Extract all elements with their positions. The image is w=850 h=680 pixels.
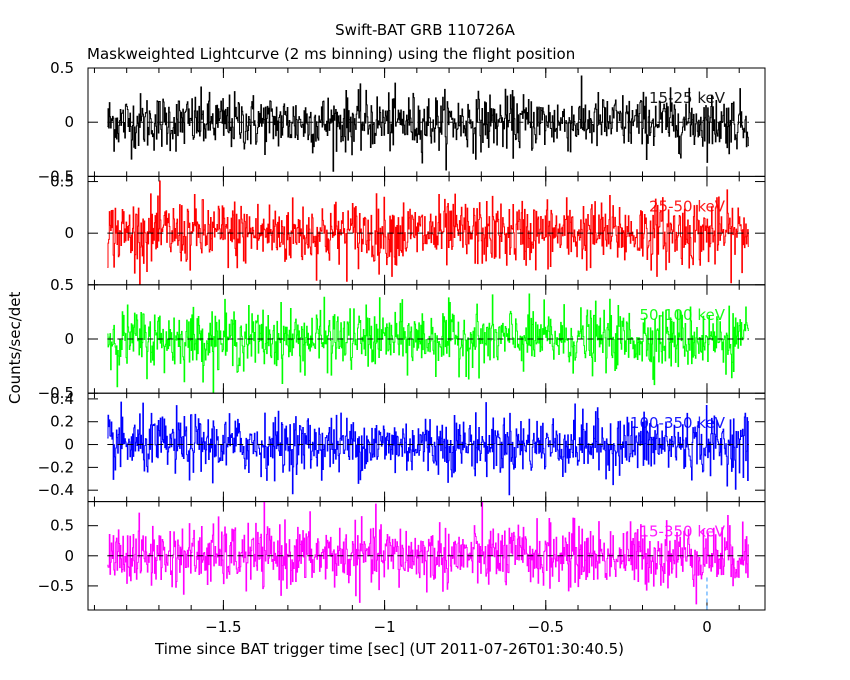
y-tick-label: 0.4 bbox=[50, 390, 74, 408]
series-15-350-kev bbox=[107, 501, 749, 605]
y-tick-label: 0.5 bbox=[50, 517, 74, 535]
y-tick-label: 0.5 bbox=[50, 59, 74, 77]
y-tick-label: 0 bbox=[64, 436, 74, 454]
chart-title: Swift-BAT GRB 110726A bbox=[335, 21, 515, 39]
y-tick-label: 0.5 bbox=[50, 276, 74, 294]
x-tick-label: −1 bbox=[374, 618, 396, 636]
y-tick-label: −0.5 bbox=[38, 167, 74, 185]
x-tick-label: −1.5 bbox=[205, 618, 241, 636]
chart-subtitle: Maskweighted Lightcurve (2 ms binning) u… bbox=[87, 45, 576, 63]
y-tick-label: 0 bbox=[64, 113, 74, 131]
y-tick-label: 0.2 bbox=[50, 413, 74, 431]
series-50-100-kev bbox=[107, 293, 749, 394]
y-tick-label: −0.5 bbox=[38, 577, 74, 595]
y-tick-label: −0.5 bbox=[38, 384, 74, 402]
panel-label: 100-350 keV bbox=[630, 414, 726, 432]
panel-label: 15-350 keV bbox=[639, 523, 725, 541]
panel-label: 15-25 keV bbox=[649, 89, 726, 107]
x-axis-label: Time since BAT trigger time [sec] (UT 20… bbox=[155, 640, 624, 658]
y-tick-label: −0.2 bbox=[38, 458, 74, 476]
series-25-50-kev bbox=[107, 180, 749, 285]
panel-label: 50-100 keV bbox=[639, 306, 725, 324]
x-tick-label: 0 bbox=[702, 618, 712, 636]
y-tick-label: 0.5 bbox=[50, 173, 74, 191]
y-axis-label: Counts/sec/det bbox=[6, 291, 24, 404]
series-100-350-kev bbox=[107, 401, 749, 496]
series-15-25-kev bbox=[107, 75, 749, 172]
x-tick-label: −0.5 bbox=[528, 618, 564, 636]
y-tick-label: 0 bbox=[64, 330, 74, 348]
y-tick-label: −0.4 bbox=[38, 481, 74, 499]
y-tick-label: 0 bbox=[64, 547, 74, 565]
y-tick-label: 0 bbox=[64, 224, 74, 242]
panel-label: 25-50 keV bbox=[649, 197, 726, 215]
